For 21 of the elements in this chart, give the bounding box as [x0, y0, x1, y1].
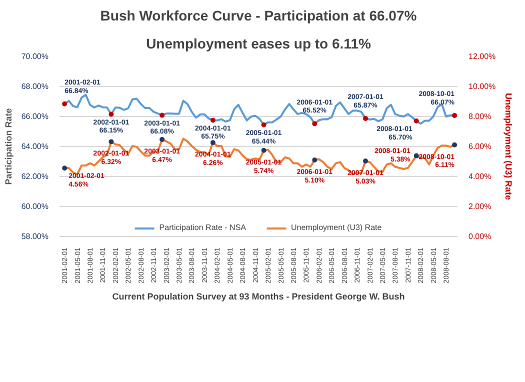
chart-title: Bush Workforce Curve - Participation at 66.07% [100, 8, 418, 24]
y-tick-label: 66.00% [21, 112, 49, 121]
y-tick-label: 62.00% [21, 172, 49, 181]
y-tick-label: 64.00% [21, 142, 49, 151]
y2-tick-label: 10.00% [468, 82, 496, 91]
x-axis-title: Current Population Survey at 93 Months - President George W. Bush [112, 291, 405, 302]
y-axis-title: Participation Rate [3, 108, 14, 185]
y2-tick-label: 12.00% [468, 52, 496, 61]
y2-tick-label: 0.00% [468, 232, 492, 241]
y2-tick-label: 8.00% [468, 112, 492, 121]
y2-tick-label: 2.00% [468, 202, 492, 211]
y-tick-label: 70.00% [21, 52, 49, 61]
y2-tick-label: 6.00% [468, 142, 492, 151]
y-tick-label: 68.00% [21, 82, 49, 91]
y-tick-label: 60.00% [21, 202, 49, 211]
y2-tick-label: 4.00% [468, 172, 492, 181]
chart-subtitle: Unemployment eases up to 6.11% [146, 36, 372, 52]
y2-axis-title: Unemployment (U3) Rate [504, 92, 514, 200]
legend-label: Unemployment (U3) Rate [291, 223, 382, 232]
y-tick-label: 58.00% [21, 232, 49, 241]
legend-label: Participation Rate - NSA [159, 223, 246, 232]
